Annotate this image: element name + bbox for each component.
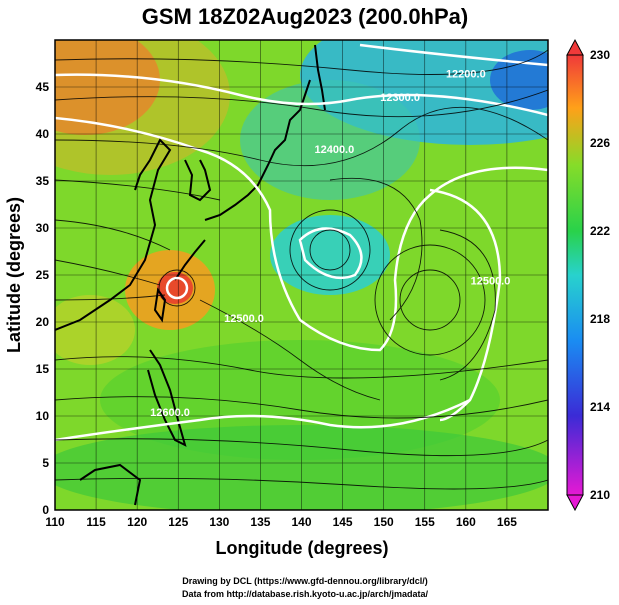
colorbar-tick-label: 222 — [590, 224, 610, 238]
plot-area: 12200.0 12300.0 12400.0 12500.0 12600.0 12500… — [55, 40, 548, 510]
colorbar: 210 214 218 222 226 230 — [566, 38, 610, 512]
colorbar-tick-label: 214 — [590, 400, 610, 414]
x-tick-label: 165 — [497, 515, 517, 529]
y-tick-label: 20 — [36, 315, 50, 329]
x-tick-label: 135 — [250, 515, 270, 529]
coastline-korea — [184, 159, 212, 202]
x-tick-label: 115 — [86, 515, 106, 529]
contour-label: 12400.0 — [314, 144, 354, 156]
cool-region-north-center — [240, 80, 420, 200]
y-axis-label: Latitude (degrees) — [4, 197, 24, 353]
y-tick-label: 35 — [36, 174, 50, 188]
streamline — [55, 259, 161, 286]
streamline-vortex — [399, 269, 461, 331]
colorbar-tick-label: 218 — [590, 312, 610, 326]
coastline-sakhalin — [314, 44, 326, 111]
x-axis-label: Longitude (degrees) — [215, 538, 388, 558]
streamline-vortex — [158, 269, 196, 307]
x-tick-label: 120 — [127, 515, 147, 529]
coastline-ryukyu — [174, 239, 206, 281]
y-tick-label: 45 — [36, 80, 50, 94]
contour-12500-east — [429, 188, 502, 422]
y-tick-label: 10 — [36, 409, 50, 423]
streamline — [55, 89, 548, 118]
contour-label: 12300.0 — [380, 92, 420, 104]
colorbar-tick-label: 230 — [590, 48, 610, 62]
coastlines — [55, 44, 326, 506]
colorbar-ticks: 210 214 218 222 226 230 — [590, 48, 610, 502]
colorbar-bar — [566, 54, 584, 496]
contour-12400 — [55, 116, 548, 352]
x-tick-label: 110 — [45, 515, 65, 529]
y-tick-label: 25 — [36, 268, 50, 282]
streamline-vortex — [289, 209, 371, 291]
streamline — [55, 477, 548, 490]
streamline — [439, 229, 496, 381]
coastline-borneo — [79, 463, 142, 506]
warm-region-northwest-halo — [55, 40, 230, 175]
streamline — [55, 396, 548, 419]
plot-frame — [54, 39, 549, 511]
warm-region-west — [55, 295, 135, 365]
x-tick-label: 160 — [456, 515, 476, 529]
streamline — [55, 356, 548, 379]
contour-label: 12500.0 — [471, 275, 511, 287]
streamline — [55, 219, 171, 251]
streamline — [55, 438, 548, 457]
contour-label: 12500.0 — [224, 313, 264, 325]
coastline-china — [55, 138, 172, 331]
cool-region-center — [270, 215, 390, 295]
x-tick-label: 130 — [209, 515, 229, 529]
contour-labels: 12200.0 12300.0 12400.0 12500.0 12600.0 12500… — [150, 69, 510, 419]
streamline-vortex — [309, 229, 351, 271]
streamline — [55, 179, 221, 201]
x-tick-label: 155 — [415, 515, 435, 529]
streamline — [329, 177, 423, 321]
chart-title: GSM 18Z02Aug2023 (200.0hPa) — [142, 4, 468, 29]
y-tick-label: 5 — [42, 456, 49, 470]
streamline — [199, 299, 381, 401]
streamlines — [55, 49, 548, 490]
coastline-philippines — [147, 349, 187, 447]
streamline — [55, 49, 548, 75]
height-contours — [55, 43, 548, 442]
contour-12600 — [55, 398, 471, 442]
colorbar-tick-label: 226 — [590, 136, 610, 150]
y-tick-label: 15 — [36, 362, 50, 376]
y-axis-ticks: 0 5 10 15 20 25 30 35 40 45 — [36, 80, 50, 517]
coastline-taiwan — [153, 287, 167, 323]
x-tick-label: 125 — [168, 515, 188, 529]
streamline-vortex — [374, 244, 486, 356]
credit-line-1: Drawing by DCL (https://www.gfd-dennou.o… — [182, 576, 428, 586]
x-tick-label: 150 — [374, 515, 394, 529]
cool-region-northeast-core — [490, 50, 548, 110]
x-tick-label: 140 — [291, 515, 311, 529]
contour-12300 — [55, 73, 548, 117]
coastline-japan — [204, 79, 311, 221]
y-tick-label: 30 — [36, 221, 50, 235]
streamline — [55, 106, 548, 167]
contour-typhoon-center — [165, 276, 189, 300]
contour-12500-high — [298, 227, 363, 280]
credit-line-2: Data from http://database.rish.kyoto-u.a… — [182, 589, 429, 599]
colorbar-top-arrow — [566, 38, 584, 56]
grid — [55, 40, 548, 510]
streamline — [55, 294, 166, 301]
colorbar-bottom-arrow — [566, 494, 584, 512]
colorbar-tick-label: 210 — [590, 488, 610, 502]
x-axis-ticks: 110 115 120 125 130 135 140 145 150 155 160 165 — [45, 515, 517, 529]
y-tick-label: 40 — [36, 127, 50, 141]
x-tick-label: 145 — [333, 515, 353, 529]
contour-label: 12200.0 — [446, 69, 486, 81]
y-tick-label: 0 — [42, 503, 49, 517]
contour-label: 12600.0 — [150, 407, 190, 419]
